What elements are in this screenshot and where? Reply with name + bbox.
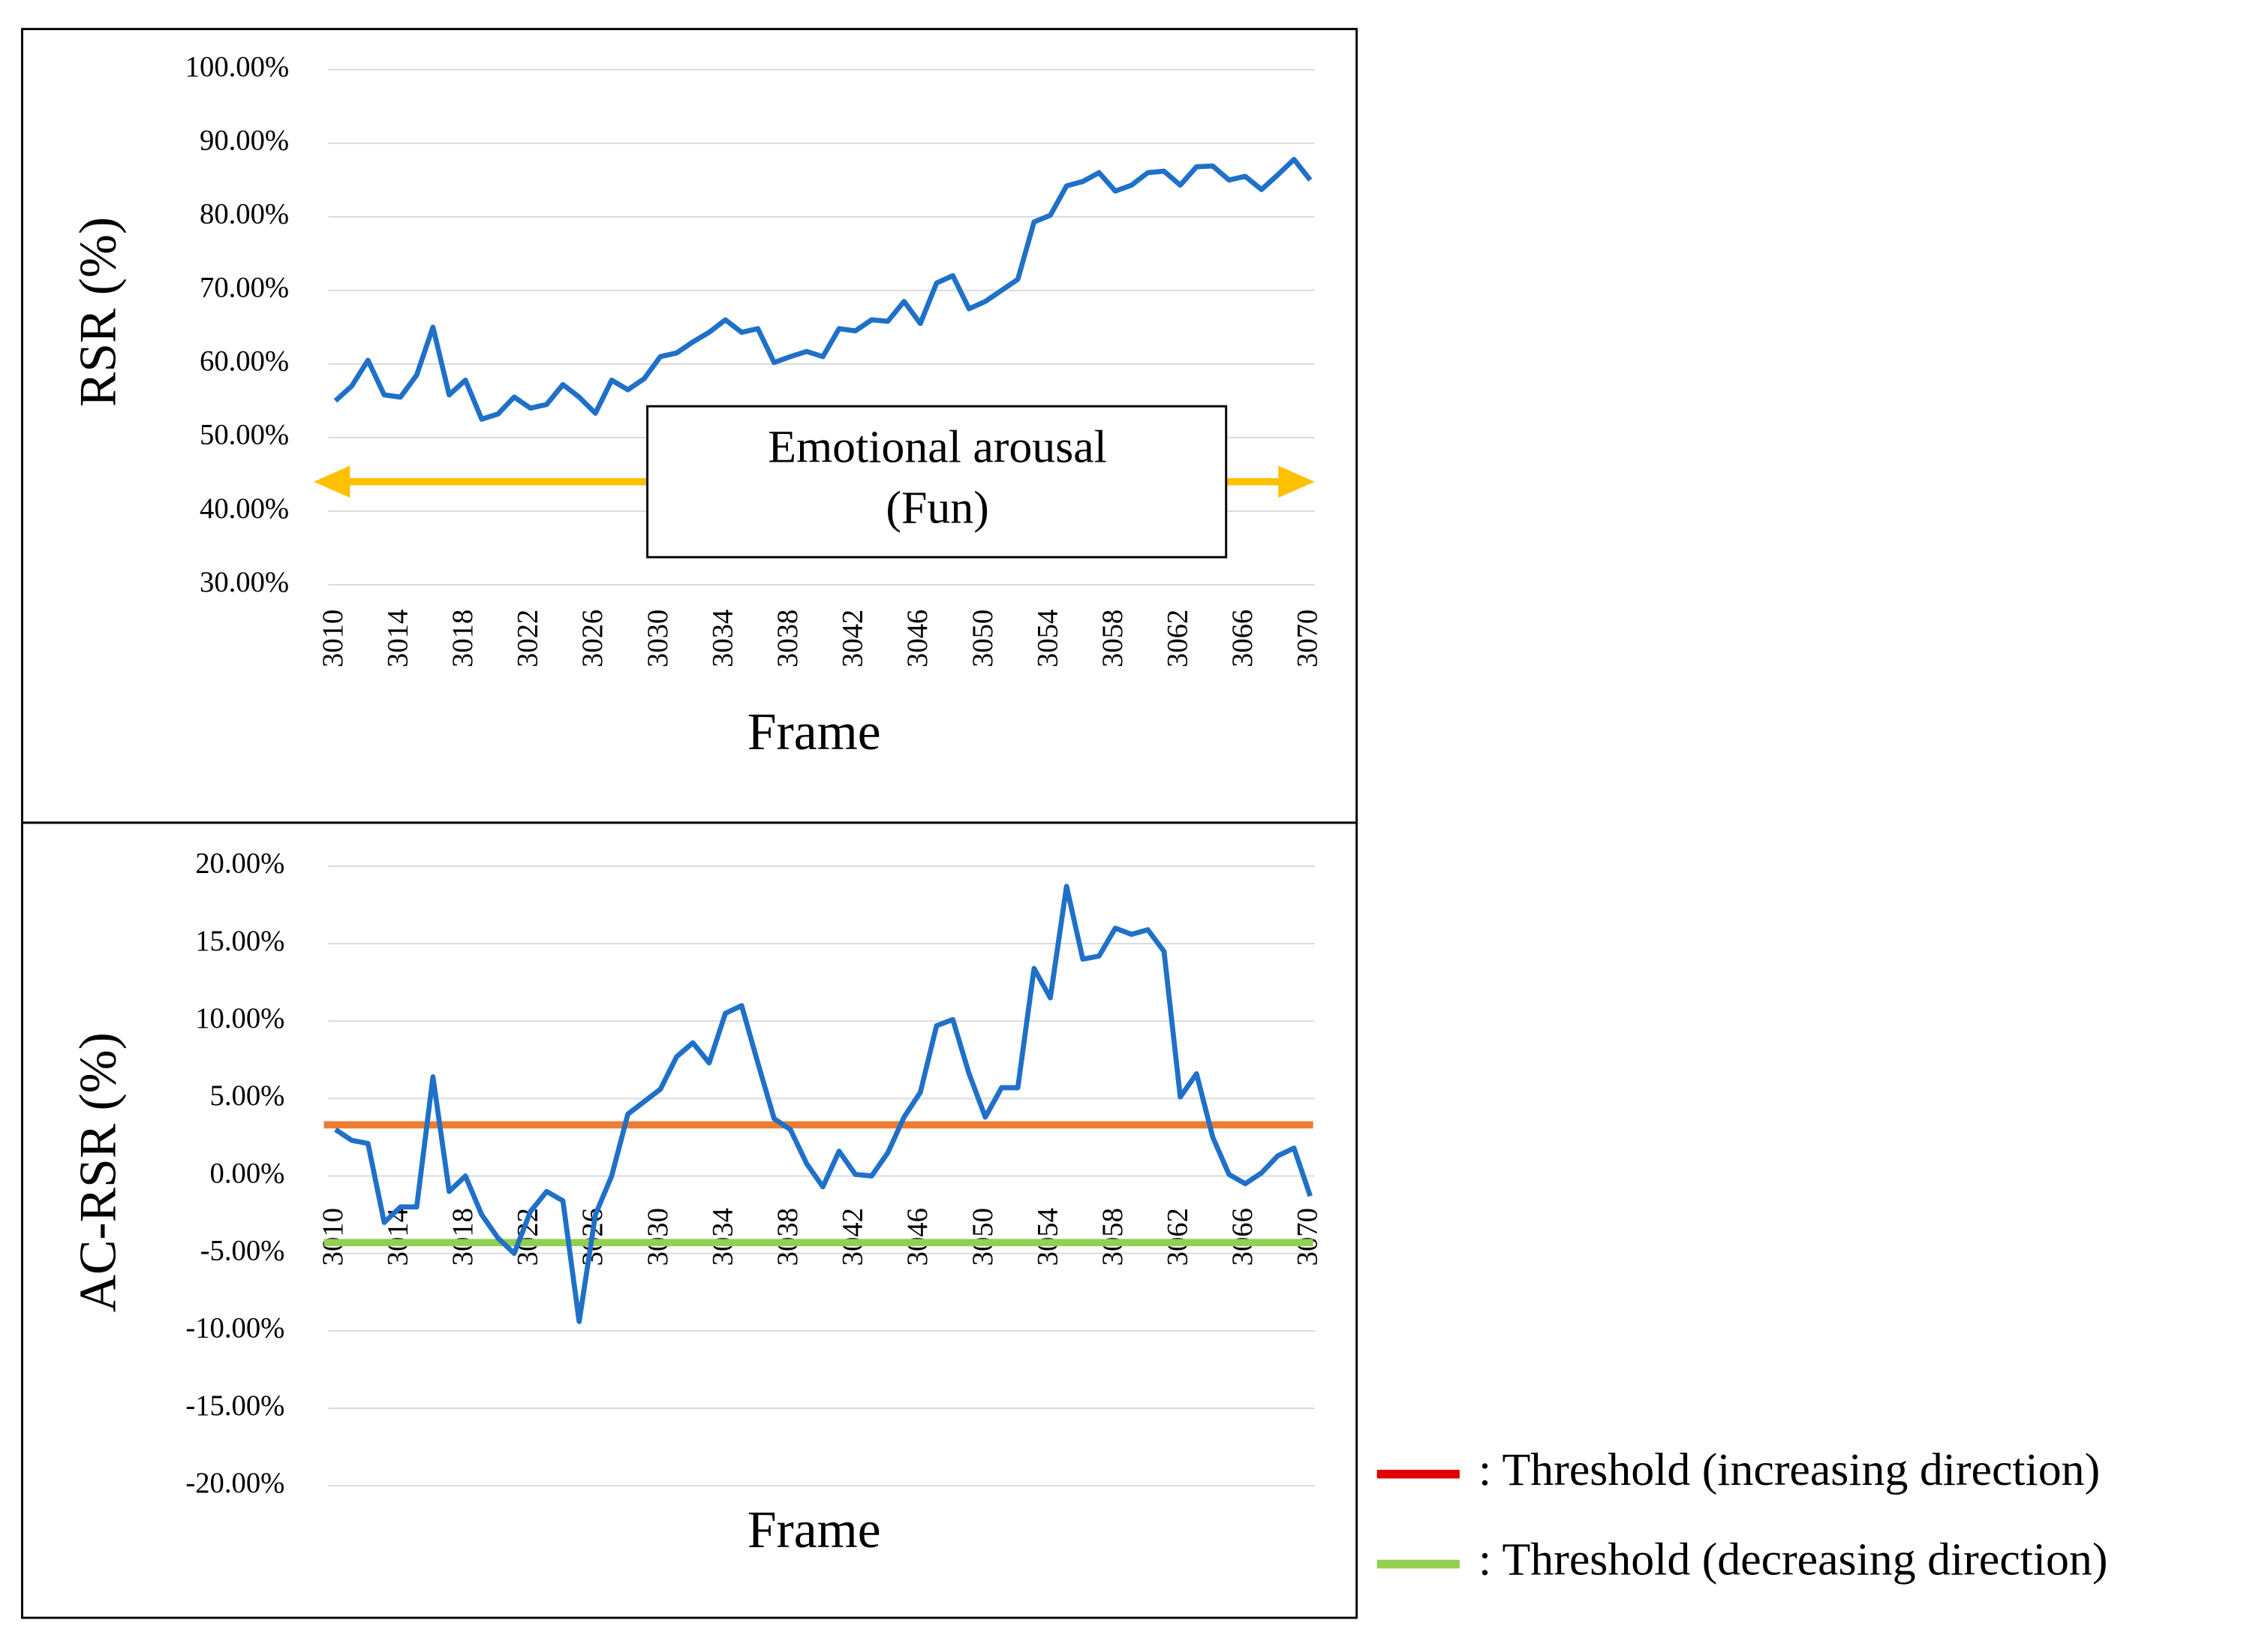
x-tick-label: 3062: [1163, 1208, 1194, 1266]
data-line: [334, 884, 1313, 1324]
x-axis-title: Frame: [747, 1501, 881, 1559]
x-tick-label: 3050: [967, 1208, 999, 1266]
y-tick-label: -20.00%: [185, 1468, 284, 1499]
y-tick-label: -5.00%: [200, 1236, 285, 1267]
legend-label: : Threshold (decreasing direction): [1478, 1534, 2107, 1585]
x-tick-label: 3042: [838, 1208, 869, 1266]
y-tick-label: 40.00%: [200, 493, 289, 525]
x-tick-label: 3066: [1227, 610, 1259, 667]
y-tick-label: 100.00%: [185, 52, 289, 83]
y-tick-label: 15.00%: [195, 926, 284, 957]
x-tick-label: 3030: [642, 610, 674, 667]
y-tick-label: -15.00%: [185, 1390, 284, 1422]
x-tick-label: 3026: [577, 610, 609, 667]
y-tick-label: 80.00%: [200, 199, 289, 230]
y-axis-title: AC-RSR (%): [70, 1032, 128, 1312]
y-tick-label: 5.00%: [210, 1080, 285, 1112]
x-tick-label: 3050: [967, 610, 999, 667]
y-tick-label: 10.00%: [195, 1003, 284, 1034]
x-tick-label: 3062: [1163, 610, 1194, 667]
x-tick-label: 3018: [447, 1208, 479, 1266]
y-tick-label: 60.00%: [200, 346, 289, 378]
x-tick-label: 3022: [513, 610, 544, 667]
x-tick-label: 3030: [642, 1208, 674, 1266]
y-tick-label: 50.00%: [200, 420, 289, 451]
x-tick-label: 3010: [317, 1208, 349, 1266]
bottom-panel: [21, 821, 1358, 1619]
data-line: [333, 156, 1313, 422]
y-tick-label: 70.00%: [200, 272, 289, 304]
y-tick-label: 0.00%: [210, 1158, 285, 1189]
y-tick-label: -10.00%: [185, 1313, 284, 1344]
x-tick-label: 3042: [838, 610, 869, 667]
y-tick-label: 30.00%: [200, 567, 289, 598]
x-tick-label: 3018: [447, 610, 479, 667]
x-tick-label: 3070: [1292, 1208, 1324, 1266]
x-tick-label: 3054: [1032, 610, 1063, 667]
x-tick-label: 3066: [1227, 1208, 1259, 1266]
x-tick-label: 3070: [1292, 610, 1324, 667]
x-tick-label: 3054: [1032, 1208, 1063, 1266]
y-axis-title: RSR (%): [70, 217, 128, 407]
x-axis-title: Frame: [747, 703, 881, 761]
annotation-box: [646, 405, 1228, 559]
x-tick-label: 3058: [1097, 610, 1129, 667]
y-tick-label: 20.00%: [195, 848, 284, 880]
x-tick-label: 3058: [1097, 1208, 1129, 1266]
legend-label: : Threshold (increasing direction): [1478, 1444, 2100, 1495]
x-tick-label: 3046: [902, 1208, 934, 1266]
x-tick-label: 3038: [772, 610, 804, 667]
x-tick-label: 3034: [707, 610, 738, 667]
annotation-text: Emotional arousal: [768, 421, 1107, 472]
y-tick-label: 90.00%: [200, 125, 289, 157]
arrow-head: [314, 465, 350, 498]
x-tick-label: 3038: [772, 1208, 804, 1266]
x-tick-label: 3010: [317, 610, 349, 667]
annotation-text: (Fun): [886, 482, 988, 533]
arrow-head: [1278, 465, 1315, 498]
x-tick-label: 3034: [707, 1208, 738, 1266]
x-tick-label: 3014: [382, 610, 414, 667]
x-tick-label: 3046: [902, 610, 934, 667]
